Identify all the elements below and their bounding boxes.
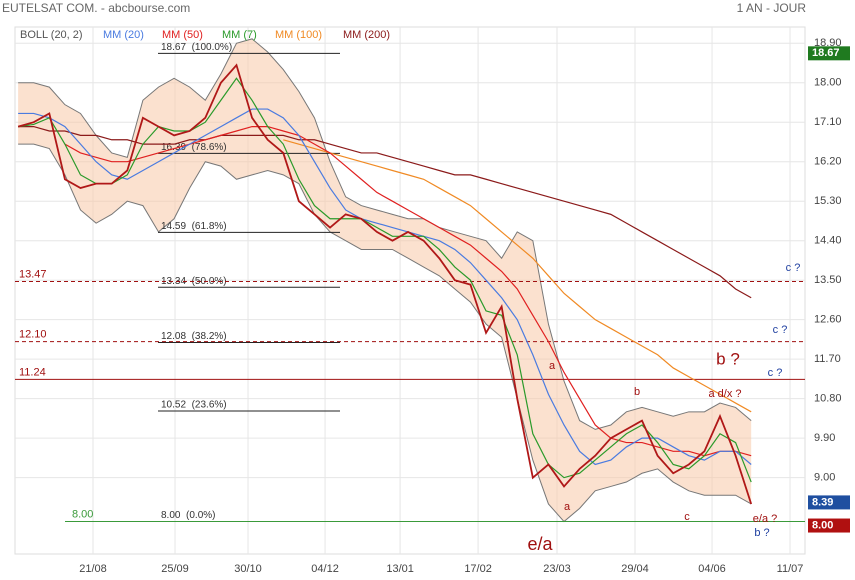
level-label: 11.24 xyxy=(19,366,46,378)
fib-label: 16.39 (78.6%) xyxy=(161,142,227,153)
bollinger-lower xyxy=(18,143,752,523)
fib-label: 12.08 (38.2%) xyxy=(161,331,227,342)
line-1 xyxy=(283,139,752,413)
line-2 xyxy=(64,126,752,457)
bollinger-upper xyxy=(18,38,752,430)
annotation: e/a ? xyxy=(753,513,777,525)
fib-label: 18.67 (100.0%) xyxy=(161,42,232,53)
x-tick-label: 11/07 xyxy=(777,563,804,575)
x-tick-label: 04/06 xyxy=(698,563,726,575)
y-tick-label: 18.90 xyxy=(814,37,842,49)
price-tag-label: 8.39 xyxy=(812,496,833,508)
y-tick-label: 12.60 xyxy=(814,314,842,326)
x-tick-label: 23/03 xyxy=(543,563,571,575)
annotation: c xyxy=(684,511,690,523)
price-tag xyxy=(808,46,850,61)
y-tick-label: 17.10 xyxy=(814,116,842,128)
fib-label: 10.52 (23.6%) xyxy=(161,400,227,411)
line-0 xyxy=(18,126,752,299)
x-tick-label: 29/04 xyxy=(621,563,649,575)
x-tick-label: 30/10 xyxy=(234,563,262,575)
line-4 xyxy=(18,77,752,483)
annotation: c ? xyxy=(773,324,788,336)
legend-entry: MM (20) xyxy=(103,29,144,41)
annotation: a xyxy=(549,360,556,372)
level-label: 12.10 xyxy=(19,329,47,341)
level-label: 13.47 xyxy=(19,268,47,280)
price-tag-label: 8.00 xyxy=(812,519,833,531)
y-tick-label: 18.00 xyxy=(814,77,842,89)
y-tick-label: 15.30 xyxy=(814,195,842,207)
line-5 xyxy=(17,63,753,505)
x-tick-label: 21/08 xyxy=(79,563,107,575)
legend-entry: BOLL (20, 2) xyxy=(20,29,83,41)
fib-label: 8.00 (0.0%) xyxy=(161,510,215,521)
x-tick-label: 13/01 xyxy=(386,563,414,575)
annotation: a xyxy=(564,501,571,513)
y-tick-label: 14.40 xyxy=(814,235,842,247)
period: 1 AN - JOUR xyxy=(737,1,807,15)
annotation: b ? xyxy=(716,349,740,368)
x-tick-label: 04/12 xyxy=(311,563,339,575)
plot-frame xyxy=(14,26,806,555)
legend-entry: MM (200) xyxy=(343,29,390,41)
y-tick-label: 10.80 xyxy=(814,393,842,405)
annotation: a d/x ? xyxy=(708,388,741,400)
fib-label: 14.59 (61.8%) xyxy=(161,221,227,232)
annotation: b ? xyxy=(754,527,769,539)
price-tag xyxy=(808,495,850,510)
y-tick-label: 13.50 xyxy=(814,274,842,286)
legend-entry: MM (100) xyxy=(275,29,322,41)
annotation: c ? xyxy=(768,367,783,379)
annotation: b xyxy=(634,386,640,398)
price-tag xyxy=(808,518,850,533)
level-label: 8.00 xyxy=(72,508,93,520)
annotation: e/a xyxy=(527,534,553,554)
x-tick-label: 25/09 xyxy=(161,563,189,575)
chart-title: EUTELSAT COM. - abcbourse.com xyxy=(2,1,190,15)
line-3 xyxy=(18,108,752,466)
annotation: c ? xyxy=(786,262,801,274)
price-tag-label: 18.67 xyxy=(812,47,840,59)
y-tick-label: 11.70 xyxy=(814,353,841,365)
y-tick-label: 9.90 xyxy=(814,432,835,444)
y-tick-label: 9.00 xyxy=(814,472,835,484)
legend-entry: MM (7) xyxy=(222,29,257,41)
y-tick-label: 16.20 xyxy=(814,156,842,168)
bollinger-band xyxy=(18,38,752,522)
x-tick-label: 17/02 xyxy=(464,563,492,575)
legend-entry: MM (50) xyxy=(162,29,203,41)
